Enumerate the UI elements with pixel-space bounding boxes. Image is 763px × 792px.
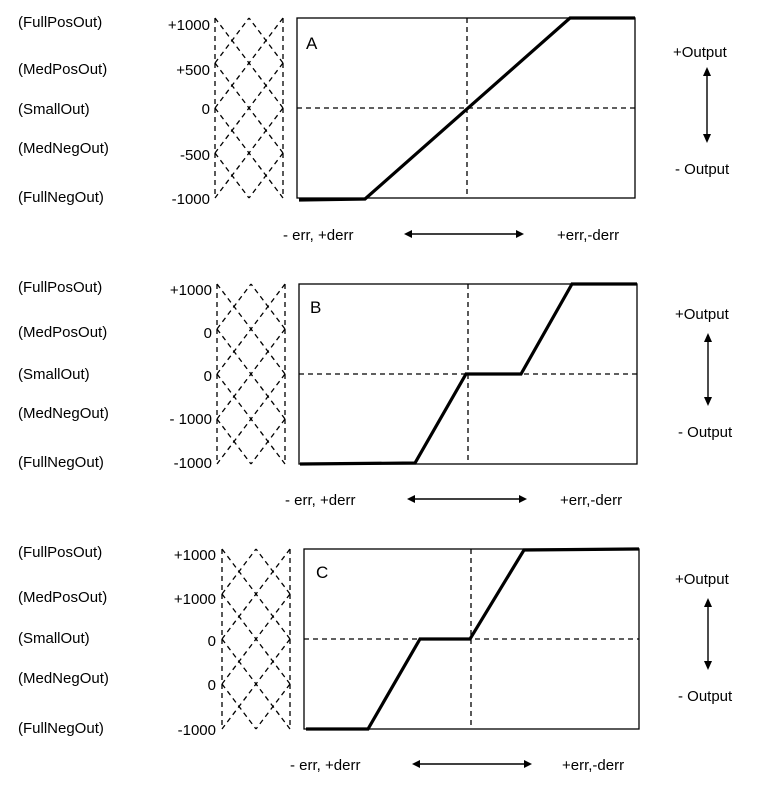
value-full-neg: -1000 bbox=[171, 191, 210, 208]
panel-c-graphic bbox=[221, 547, 712, 768]
label-small-out: (SmallOut) bbox=[18, 366, 90, 383]
membership-triangles bbox=[214, 17, 284, 199]
label-full-neg-out: (FullNegOut) bbox=[18, 720, 104, 737]
output-bottom-label: - Output bbox=[678, 424, 733, 441]
value-full-pos: +1000 bbox=[169, 282, 212, 299]
horizontal-arrow bbox=[412, 760, 532, 768]
value-med-pos: +500 bbox=[176, 62, 210, 79]
axis-left-label: - err, +derr bbox=[283, 227, 354, 244]
panel-a-graphic bbox=[214, 16, 711, 238]
label-med-pos-out: (MedPosOut) bbox=[18, 61, 108, 78]
membership-triangles bbox=[216, 283, 286, 465]
label-med-neg-out: (MedNegOut) bbox=[18, 670, 109, 687]
value-med-neg: 0 bbox=[207, 677, 216, 694]
output-top-label: +Output bbox=[675, 571, 729, 588]
axis-right-label: +err,-derr bbox=[560, 492, 623, 509]
value-small: 0 bbox=[203, 368, 212, 385]
label-full-neg-out: (FullNegOut) bbox=[18, 189, 104, 206]
panel-b-graphic bbox=[216, 282, 712, 503]
panel-letter: B bbox=[310, 298, 322, 317]
axis-left-label: - err, +derr bbox=[290, 757, 361, 774]
value-med-neg: -500 bbox=[179, 147, 210, 164]
horizontal-arrow bbox=[404, 230, 524, 238]
output-top-label: +Output bbox=[673, 44, 727, 61]
axis-right-label: +err,-derr bbox=[562, 757, 625, 774]
value-med-pos: 0 bbox=[203, 325, 212, 342]
vertical-arrow bbox=[704, 333, 712, 406]
output-bottom-label: - Output bbox=[678, 688, 733, 705]
panel-letter: A bbox=[306, 34, 318, 53]
value-full-pos: +1000 bbox=[173, 547, 216, 564]
label-small-out: (SmallOut) bbox=[18, 101, 90, 118]
vertical-arrow bbox=[703, 67, 711, 143]
response-curve bbox=[306, 547, 640, 731]
label-med-pos-out: (MedPosOut) bbox=[18, 324, 108, 341]
label-small-out: (SmallOut) bbox=[18, 630, 90, 647]
value-full-neg: -1000 bbox=[177, 722, 216, 739]
label-full-pos-out: (FullPosOut) bbox=[18, 14, 103, 31]
value-small: 0 bbox=[207, 633, 216, 650]
panel-a: (FullPosOut) (MedPosOut) (SmallOut) (Med… bbox=[0, 0, 763, 262]
value-full-pos: +1000 bbox=[167, 17, 210, 34]
value-full-neg: -1000 bbox=[173, 455, 212, 472]
label-full-neg-out: (FullNegOut) bbox=[18, 454, 104, 471]
response-curve bbox=[298, 16, 635, 202]
label-full-pos-out: (FullPosOut) bbox=[18, 279, 103, 296]
label-med-neg-out: (MedNegOut) bbox=[18, 140, 109, 157]
vertical-arrow bbox=[704, 598, 712, 670]
axis-right-label: +err,-derr bbox=[557, 227, 620, 244]
axis-left-label: - err, +derr bbox=[285, 492, 356, 509]
panel-c: (FullPosOut) (MedPosOut) (SmallOut) (Med… bbox=[0, 530, 763, 792]
membership-triangles bbox=[221, 548, 291, 730]
label-med-neg-out: (MedNegOut) bbox=[18, 405, 109, 422]
panel-b: (FullPosOut) (MedPosOut) (SmallOut) (Med… bbox=[0, 265, 763, 527]
output-top-label: +Output bbox=[675, 306, 729, 323]
panel-letter: C bbox=[316, 563, 329, 582]
value-small: 0 bbox=[201, 101, 210, 118]
horizontal-arrow bbox=[407, 495, 527, 503]
value-med-neg: - 1000 bbox=[169, 411, 212, 428]
output-bottom-label: - Output bbox=[675, 161, 730, 178]
label-full-pos-out: (FullPosOut) bbox=[18, 544, 103, 561]
label-med-pos-out: (MedPosOut) bbox=[18, 589, 108, 606]
value-med-pos: +1000 bbox=[173, 591, 216, 608]
response-curve bbox=[299, 282, 637, 466]
